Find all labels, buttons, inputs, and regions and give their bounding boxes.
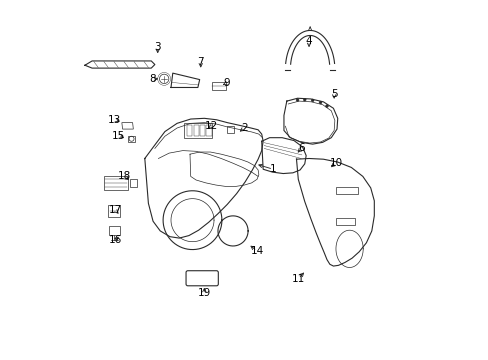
Circle shape: [325, 105, 328, 108]
Text: 14: 14: [250, 246, 263, 256]
Text: 7: 7: [197, 57, 203, 67]
Text: 4: 4: [305, 36, 312, 46]
Text: 16: 16: [108, 235, 122, 245]
Text: 3: 3: [154, 42, 161, 52]
Text: 10: 10: [329, 158, 342, 168]
Text: 13: 13: [108, 115, 121, 125]
Circle shape: [296, 99, 298, 102]
Text: 15: 15: [111, 131, 124, 140]
Circle shape: [303, 98, 305, 101]
Text: 8: 8: [149, 74, 156, 84]
Text: 17: 17: [108, 206, 122, 216]
Circle shape: [310, 99, 313, 102]
Text: 5: 5: [330, 89, 337, 99]
Text: 18: 18: [118, 171, 131, 181]
Text: 1: 1: [269, 164, 276, 174]
Text: 9: 9: [223, 78, 229, 88]
Text: 6: 6: [298, 143, 305, 153]
Text: 11: 11: [291, 274, 305, 284]
Text: 12: 12: [204, 121, 218, 131]
Text: 2: 2: [241, 123, 247, 133]
Circle shape: [319, 101, 321, 104]
Text: 19: 19: [197, 288, 210, 298]
